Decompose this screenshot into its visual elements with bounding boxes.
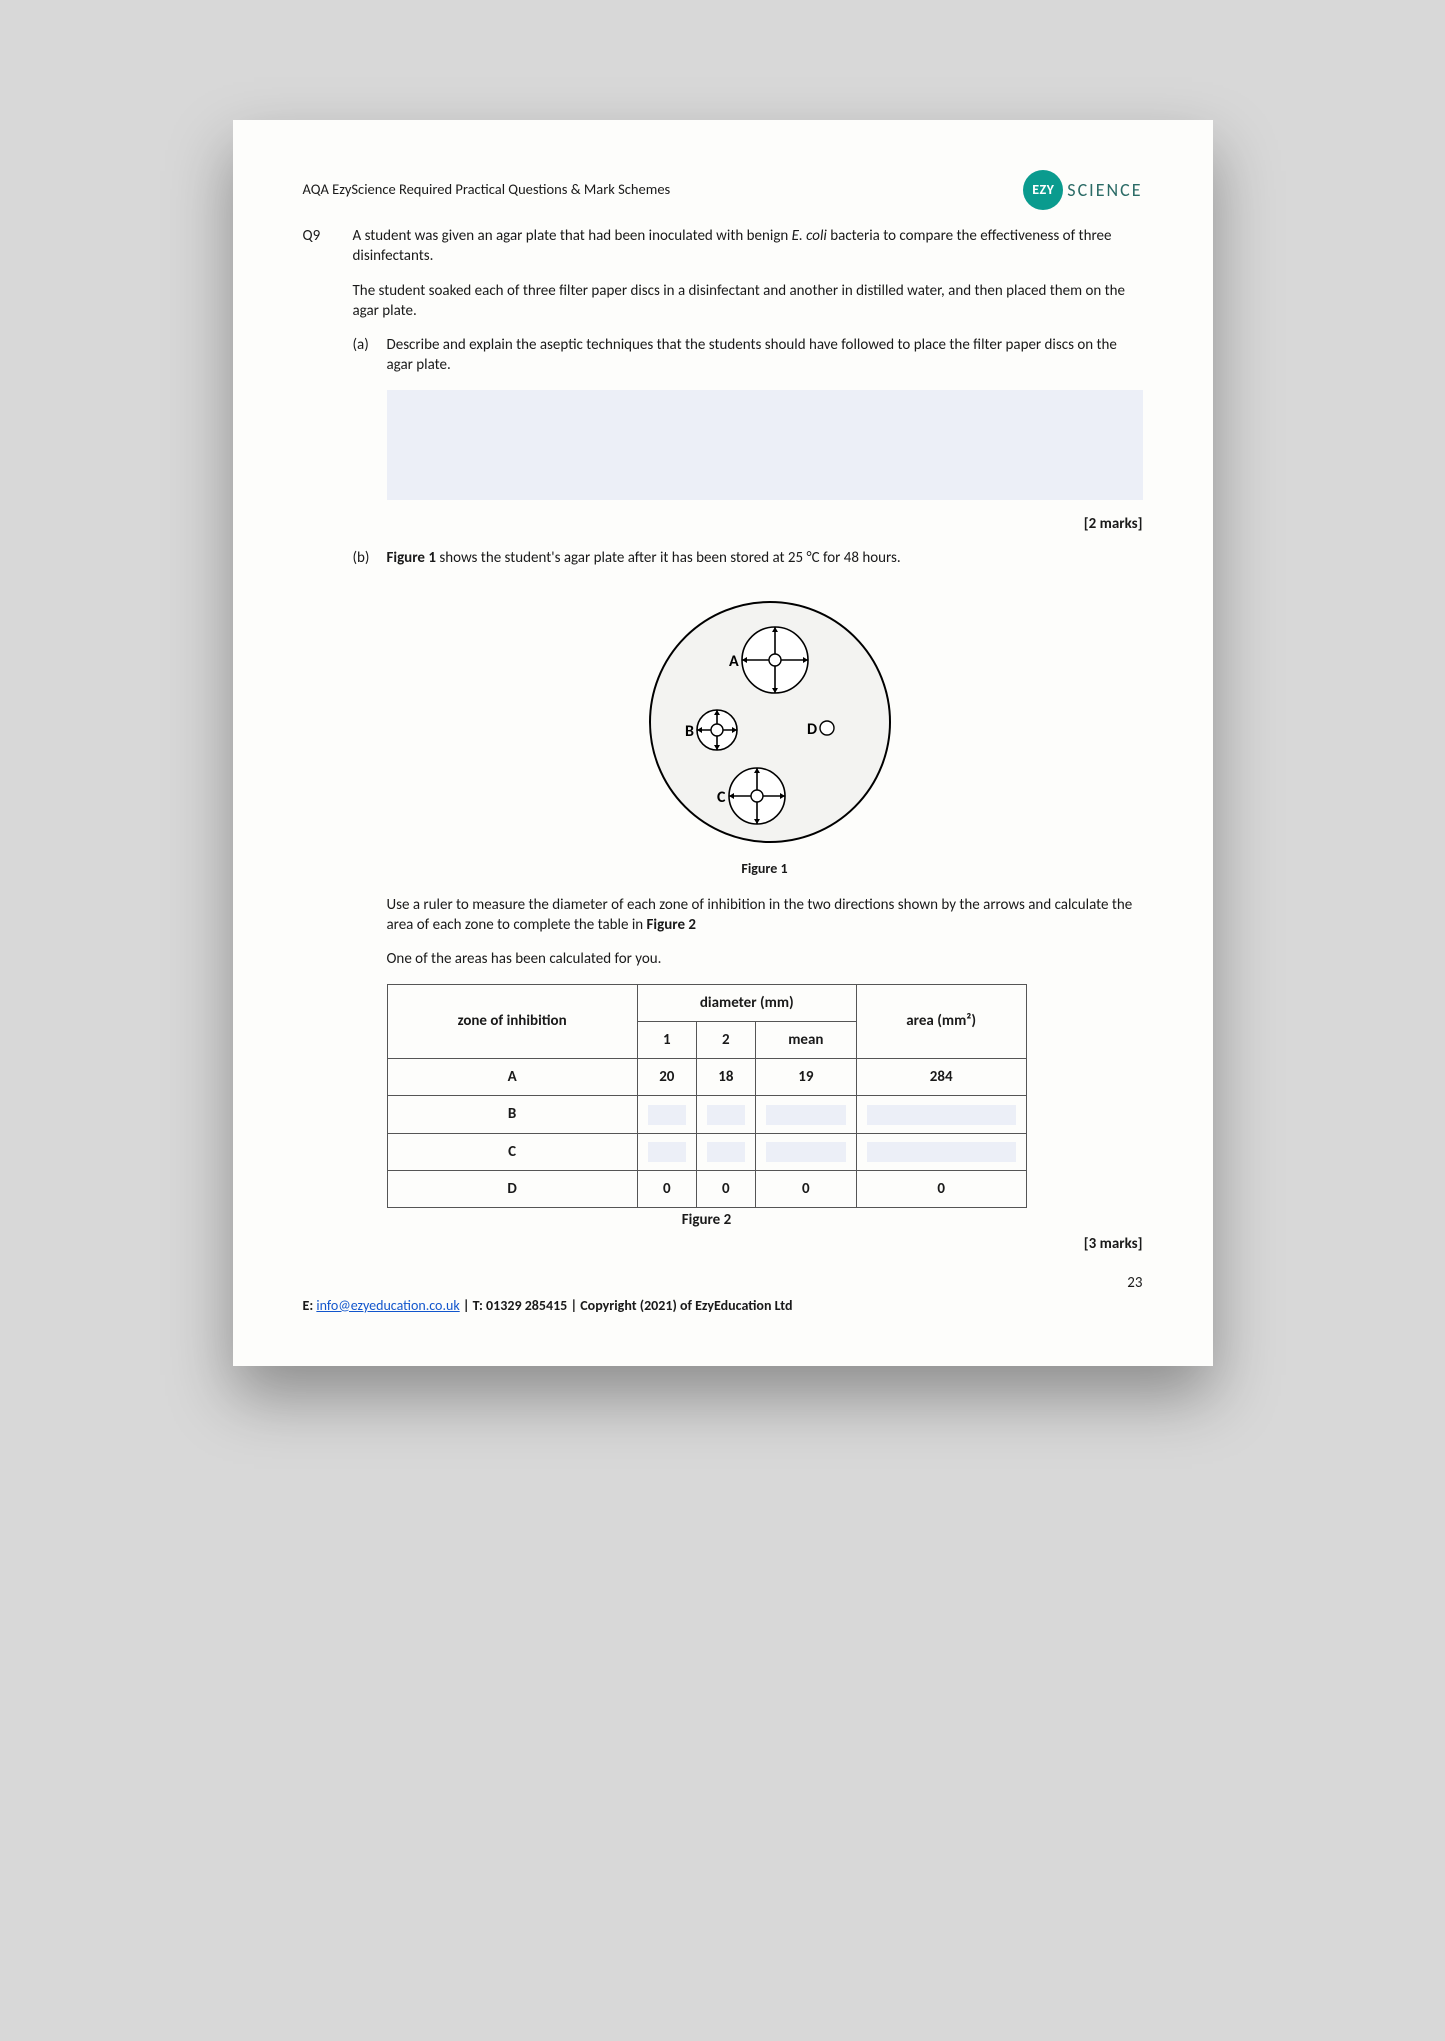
row-cell[interactable] (637, 1133, 696, 1170)
figure-1-caption: Figure 1 (741, 860, 787, 879)
row-cell[interactable] (755, 1096, 856, 1133)
th-area: area (mm²) (856, 984, 1026, 1059)
table-row: D0000 (387, 1170, 1026, 1207)
part-a: (a) Describe and explain the aseptic tec… (353, 335, 1143, 510)
part-a-marks: [2 marks] (353, 514, 1143, 534)
logo-text: SCIENCE (1067, 178, 1142, 202)
intro-paragraph-1: A student was given an agar plate that h… (353, 226, 1143, 267)
figure-2-caption: Figure 2 (387, 1210, 1027, 1230)
row-label: A (387, 1059, 637, 1096)
row-cell: 18 (696, 1059, 755, 1096)
row-label: C (387, 1133, 637, 1170)
agar-plate-diagram: A B C D (625, 582, 905, 852)
doc-title: AQA EzyScience Required Practical Questi… (303, 180, 671, 200)
part-a-body: Describe and explain the aseptic techniq… (387, 335, 1143, 510)
svg-text:A: A (729, 652, 739, 671)
row-cell[interactable] (637, 1096, 696, 1133)
row-cell[interactable] (856, 1096, 1026, 1133)
table-input-cell[interactable] (707, 1142, 745, 1162)
part-b-marks: [3 marks] (353, 1234, 1143, 1254)
th-zone: zone of inhibition (387, 984, 637, 1059)
answer-box-a[interactable] (387, 390, 1143, 500)
svg-text:C: C (717, 788, 726, 807)
row-cell[interactable] (696, 1096, 755, 1133)
table-row: B (387, 1096, 1026, 1133)
footer: E: info@ezyeducation.co.uk | T: 01329 28… (303, 1297, 1143, 1316)
part-a-label: (a) (353, 335, 377, 510)
row-label: B (387, 1096, 637, 1133)
part-b-intro: Figure 1 shows the student's agar plate … (387, 548, 1143, 568)
row-cell: 0 (696, 1170, 755, 1207)
table-input-cell[interactable] (707, 1105, 745, 1125)
table-input-cell[interactable] (867, 1142, 1016, 1162)
th-diameter: diameter (mm) (637, 984, 856, 1021)
table-input-cell[interactable] (648, 1105, 686, 1125)
table-input-cell[interactable] (766, 1142, 846, 1162)
row-cell[interactable] (856, 1133, 1026, 1170)
th-sub: 2 (696, 1021, 755, 1058)
part-b-body: Figure 1 shows the student's agar plate … (387, 548, 1143, 1231)
logo: EZY SCIENCE (1023, 170, 1142, 210)
row-label: D (387, 1170, 637, 1207)
table-input-cell[interactable] (648, 1142, 686, 1162)
question-number: Q9 (303, 226, 333, 1269)
part-b-instruction-1: Use a ruler to measure the diameter of e… (387, 895, 1143, 936)
logo-badge: EZY (1023, 170, 1063, 210)
header: AQA EzyScience Required Practical Questi… (303, 170, 1143, 210)
part-b: (b) Figure 1 shows the student's agar pl… (353, 548, 1143, 1231)
page: AQA EzyScience Required Practical Questi… (233, 120, 1213, 1366)
page-number: 23 (1127, 1273, 1142, 1293)
row-cell: 20 (637, 1059, 696, 1096)
results-table: zone of inhibition diameter (mm) area (m… (387, 984, 1027, 1209)
question-body: A student was given an agar plate that h… (353, 226, 1143, 1269)
part-b-label: (b) (353, 548, 377, 1231)
table-row: A201819284 (387, 1059, 1026, 1096)
part-a-text: Describe and explain the aseptic techniq… (387, 335, 1143, 376)
table-row: C (387, 1133, 1026, 1170)
row-cell[interactable] (755, 1133, 856, 1170)
th-sub: mean (755, 1021, 856, 1058)
intro-paragraph-2: The student soaked each of three filter … (353, 281, 1143, 322)
table-input-cell[interactable] (867, 1105, 1016, 1125)
question-block: Q9 A student was given an agar plate tha… (303, 226, 1143, 1269)
svg-text:D: D (807, 720, 817, 739)
row-cell: 19 (755, 1059, 856, 1096)
row-cell: 284 (856, 1059, 1026, 1096)
part-b-instruction-2: One of the areas has been calculated for… (387, 949, 1143, 969)
row-cell: 0 (856, 1170, 1026, 1207)
row-cell: 0 (755, 1170, 856, 1207)
row-cell: 0 (637, 1170, 696, 1207)
table-input-cell[interactable] (766, 1105, 846, 1125)
svg-text:B: B (685, 722, 694, 741)
figure-1: A B C D Figure 1 (387, 582, 1143, 879)
footer-email-link[interactable]: info@ezyeducation.co.uk (316, 1297, 459, 1314)
row-cell[interactable] (696, 1133, 755, 1170)
th-sub: 1 (637, 1021, 696, 1058)
